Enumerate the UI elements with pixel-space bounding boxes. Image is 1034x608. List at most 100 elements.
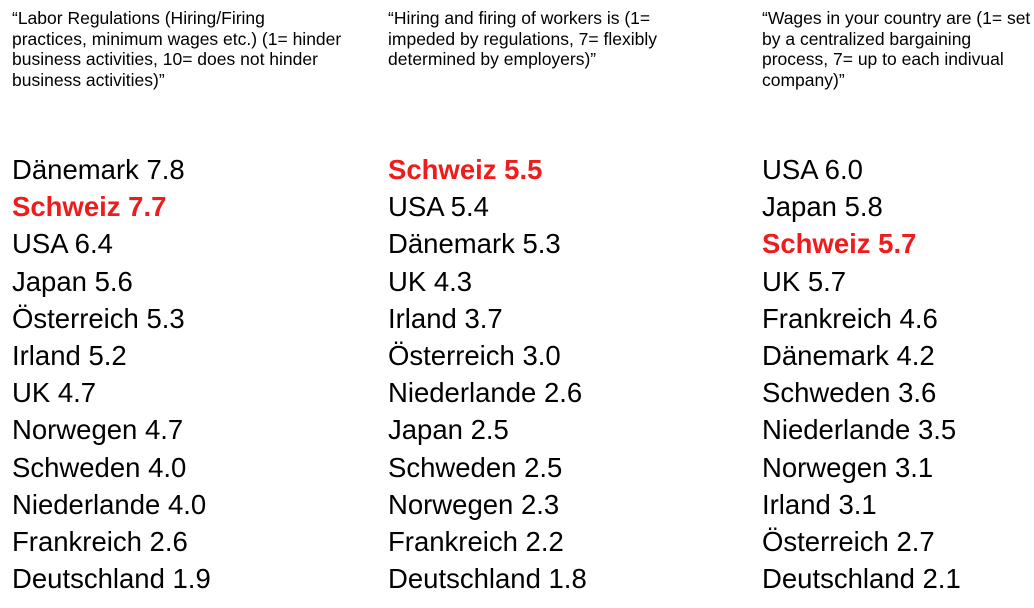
country-score: 4.0	[148, 451, 187, 483]
country-name: Schweden	[762, 377, 891, 409]
country-name: Niederlande	[388, 377, 537, 409]
country-score: 5.8	[844, 191, 883, 223]
country-score: 5.7	[807, 265, 847, 297]
ranking-row: Norwegen 4.7	[12, 411, 211, 448]
country-name: Norwegen	[388, 488, 514, 520]
country-name: Irland	[12, 339, 81, 371]
country-score: 2.1	[922, 563, 961, 595]
country-score: 2.3	[521, 488, 560, 520]
country-name: Schweiz	[762, 228, 871, 260]
ranking-row: Frankreich 2.2	[388, 523, 587, 560]
country-name: USA	[762, 154, 818, 185]
ranking-row: Österreich 5.3	[12, 300, 211, 337]
ranking-row: Deutschland 1.8	[388, 560, 587, 597]
ranking-row-highlighted: Schweiz 5.5	[388, 151, 587, 188]
ranking-row: Deutschland 1.9	[12, 560, 211, 597]
ranking-list: Dänemark 7.8 Schweiz 7.7 USA 6.4 Japan 5.6 Ö…	[12, 151, 211, 597]
ranking-row: Japan 2.5	[388, 411, 587, 448]
ranking-row: Schweden 3.6	[762, 374, 961, 411]
ranking-row: Schweden 4.0	[12, 449, 211, 486]
country-name: Niederlande	[762, 414, 911, 446]
ranking-row: Niederlande 3.5	[762, 411, 961, 448]
country-score: 4.0	[167, 488, 207, 520]
country-score: 2.2	[525, 525, 564, 557]
country-name: UK	[388, 265, 427, 297]
ranking-row: Deutschland 2.1	[762, 560, 961, 597]
country-name: Dänemark	[12, 154, 139, 185]
ranking-row: USA 6.4	[12, 225, 211, 262]
country-name: Dänemark	[762, 339, 889, 371]
country-score: 4.7	[57, 377, 97, 409]
country-score: 4.3	[433, 265, 473, 297]
country-name: Schweiz	[12, 191, 121, 223]
country-name: USA	[12, 228, 68, 260]
country-score: 2.6	[543, 377, 583, 409]
column-header: “Labor Regulations (Hiring/Firing practi…	[12, 8, 342, 90]
ranking-row: Österreich 3.0	[388, 337, 587, 374]
ranking-row: UK 4.3	[388, 263, 587, 300]
country-score: 6.0	[824, 154, 863, 185]
country-score: 2.7	[896, 525, 935, 557]
country-score: 4.6	[899, 302, 938, 334]
country-score: 3.1	[895, 451, 934, 483]
ranking-row-highlighted: Schweiz 7.7	[12, 188, 211, 225]
ranking-row: USA 5.4	[388, 188, 587, 225]
country-name: Irland	[388, 302, 457, 334]
column-header: “Hiring and firing of workers is (1= imp…	[388, 8, 657, 69]
ranking-column-hiring-firing: “Hiring and firing of workers is (1= imp…	[388, 8, 718, 594]
country-name: Österreich	[762, 525, 889, 557]
country-score: 7.7	[128, 191, 167, 223]
country-name: Schweiz	[388, 154, 497, 185]
ranking-column-wages: “Wages in your country are (1= set by a …	[762, 8, 1032, 594]
country-score: 1.9	[172, 563, 211, 595]
ranking-row: Dänemark 7.8	[12, 151, 211, 188]
ranking-row: Dänemark 5.3	[388, 225, 587, 262]
country-name: USA	[388, 191, 444, 223]
ranking-row: Japan 5.6	[12, 263, 211, 300]
country-score: 5.5	[504, 154, 543, 185]
ranking-list: Schweiz 5.5 USA 5.4 Dänemark 5.3 UK 4.3 Irla…	[388, 151, 587, 597]
country-name: Schweden	[12, 451, 141, 483]
country-name: Japan	[388, 414, 463, 446]
ranking-row: Niederlande 2.6	[388, 374, 587, 411]
ranking-row: UK 4.7	[12, 374, 211, 411]
country-name: Deutschland	[388, 563, 541, 595]
country-name: Dänemark	[388, 228, 515, 260]
country-score: 4.7	[145, 414, 184, 446]
country-score: 3.7	[464, 302, 503, 334]
country-name: Irland	[762, 488, 831, 520]
country-score: 4.2	[896, 339, 935, 371]
country-name: Frankreich	[762, 302, 892, 334]
ranking-row: Niederlande 4.0	[12, 486, 211, 523]
country-score: 2.6	[149, 525, 188, 557]
ranking-row: Norwegen 2.3	[388, 486, 587, 523]
ranking-row: Irland 5.2	[12, 337, 211, 374]
country-score: 5.3	[146, 302, 185, 334]
country-score: 3.0	[522, 339, 561, 371]
country-score: 5.2	[88, 339, 127, 371]
ranking-row: Schweden 2.5	[388, 449, 587, 486]
ranking-row: USA 6.0	[762, 151, 961, 188]
country-name: Niederlande	[12, 488, 161, 520]
country-name: Japan	[762, 191, 837, 223]
country-score: 5.7	[878, 228, 917, 260]
ranking-column-labor-regulations: “Labor Regulations (Hiring/Firing practi…	[12, 8, 342, 594]
ranking-row: Frankreich 4.6	[762, 300, 961, 337]
country-score: 2.5	[470, 414, 509, 446]
country-name: Frankreich	[12, 525, 142, 557]
country-score: 5.4	[450, 191, 489, 223]
country-name: Deutschland	[762, 563, 915, 595]
country-name: Schweden	[388, 451, 517, 483]
country-name: UK	[762, 265, 801, 297]
country-name: Norwegen	[12, 414, 138, 446]
country-name: Norwegen	[762, 451, 888, 483]
country-score: 3.5	[917, 414, 957, 446]
ranking-row: UK 5.7	[762, 263, 961, 300]
ranking-row: Dänemark 4.2	[762, 337, 961, 374]
country-score: 7.8	[146, 154, 185, 185]
country-name: Frankreich	[388, 525, 518, 557]
ranking-row: Norwegen 3.1	[762, 449, 961, 486]
country-score: 3.1	[838, 488, 877, 520]
ranking-row: Frankreich 2.6	[12, 523, 211, 560]
country-name: Österreich	[388, 339, 515, 371]
